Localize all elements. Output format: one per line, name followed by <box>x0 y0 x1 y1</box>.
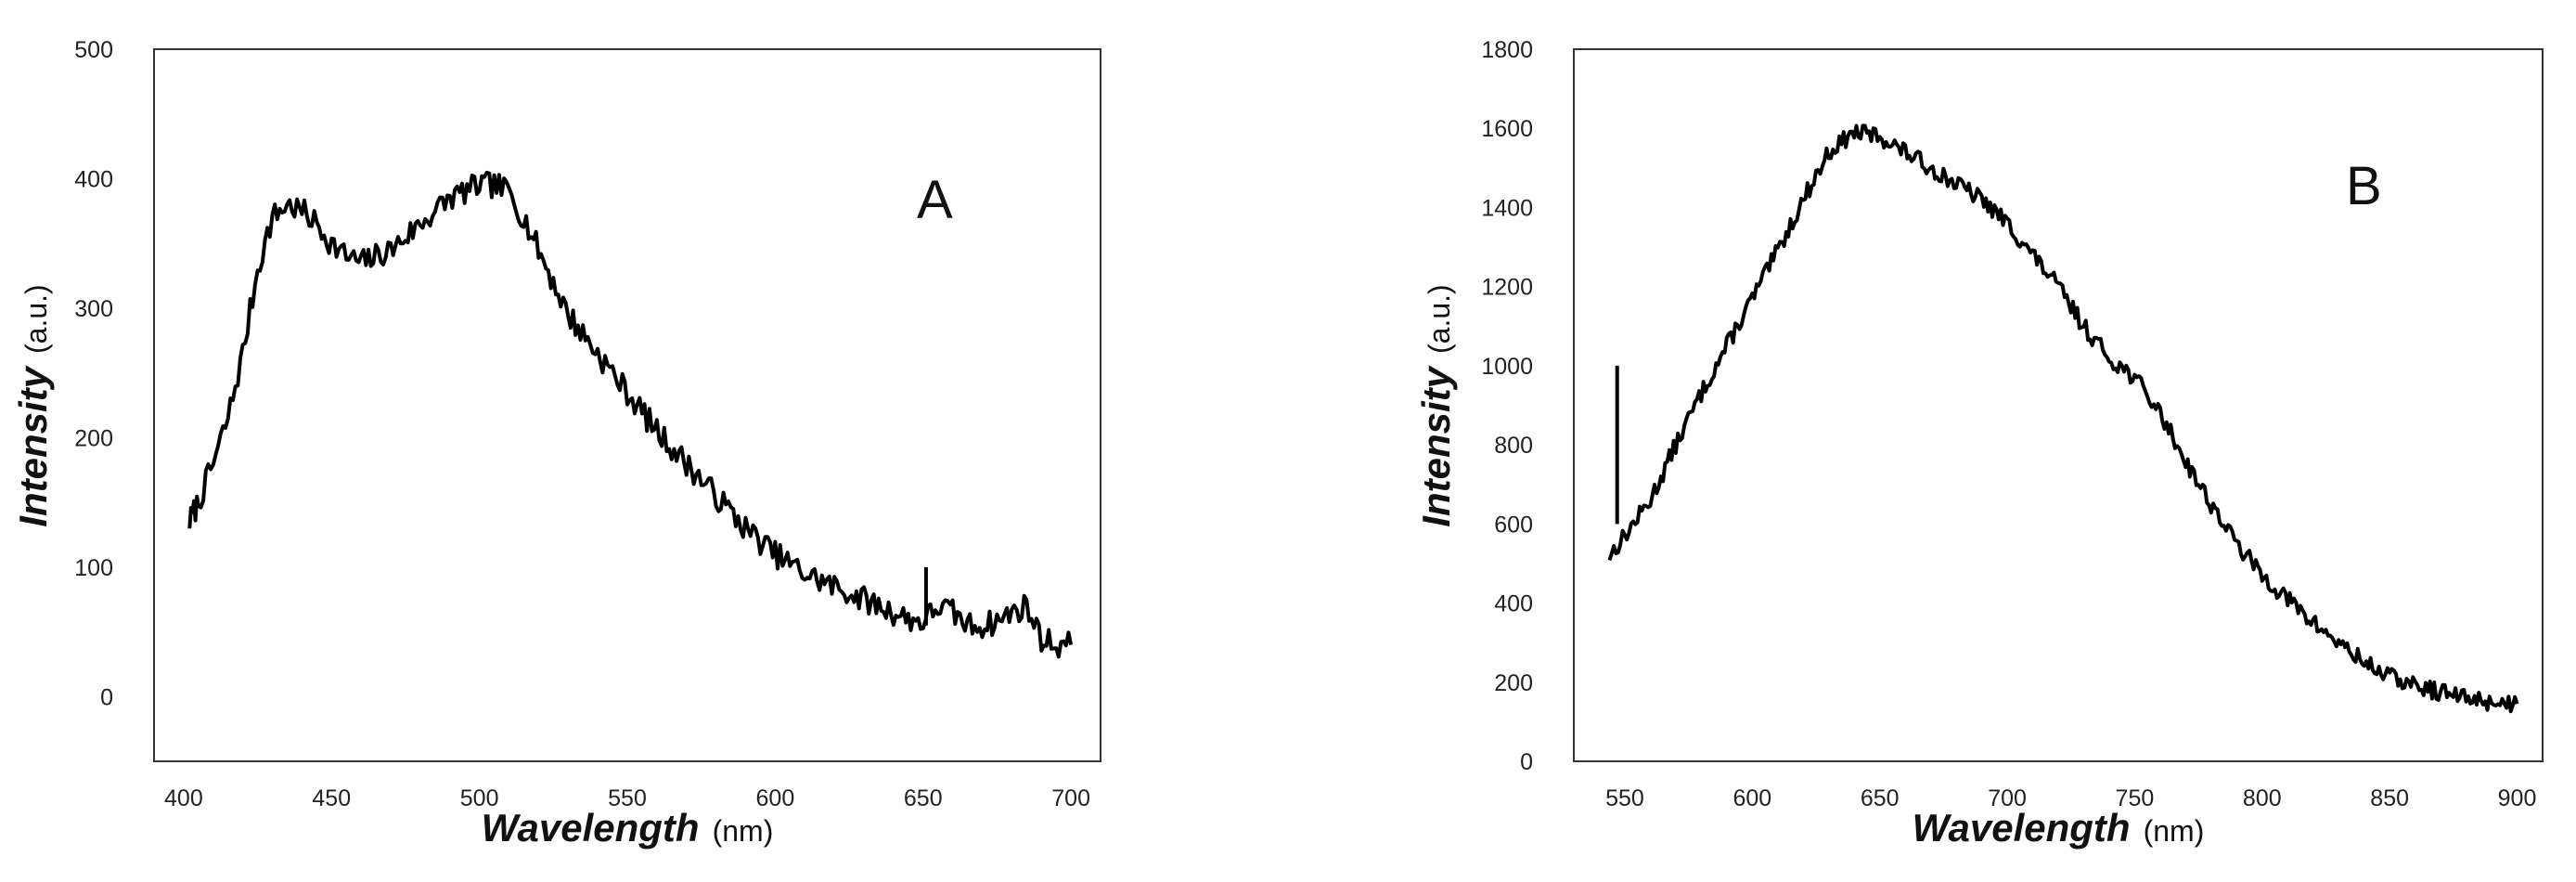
chart-b: 0 200 400 600 800 1000 1200 1400 1600 1800 550 600… <box>1414 37 2544 850</box>
chart-a-x-axis-unit: (nm) <box>713 814 774 848</box>
chart-a-x-tick-label: 400 <box>164 785 203 811</box>
chart-b-x-tick-label: 700 <box>1988 785 2027 811</box>
chart-a-y-axis-title: Intensity (a.u.) <box>11 284 55 526</box>
chart-a-y-tick-label: 200 <box>74 425 113 451</box>
chart-a-x-axis-label: Wavelength <box>482 806 700 850</box>
chart-b-y-tick-label: 400 <box>1494 591 1533 617</box>
chart-a-x-ticks: 400 450 500 550 600 650 700 <box>164 785 1090 811</box>
chart-a-y-axis-label: Intensity <box>11 364 55 526</box>
chart-b-x-tick-label: 650 <box>1861 785 1900 811</box>
chart-b-x-axis-label: Wavelength <box>1913 806 2131 850</box>
chart-a-x-tick-label: 550 <box>608 785 647 811</box>
chart-b-x-axis-unit: (nm) <box>2144 814 2205 848</box>
chart-a-series-line <box>187 170 1074 659</box>
chart-b-series-line <box>1607 123 2519 714</box>
chart-b-x-tick-label: 900 <box>2498 785 2537 811</box>
chart-b-y-tick-label: 800 <box>1494 433 1533 459</box>
chart-a-y-ticks: 0 100 200 300 400 500 <box>74 37 113 710</box>
chart-b-y-tick-label: 200 <box>1494 670 1533 696</box>
chart-a-plot-frame <box>153 48 1101 762</box>
chart-b-y-tick-label: 1400 <box>1481 195 1533 221</box>
chart-a-y-tick-label: 500 <box>74 37 113 63</box>
chart-b-y-tick-label: 1800 <box>1481 37 1533 63</box>
chart-b-y-tick-label: 600 <box>1494 512 1533 538</box>
chart-a-x-axis-title: Wavelength (nm) <box>482 806 774 850</box>
chart-a-x-tick-label: 700 <box>1051 785 1090 811</box>
chart-b-x-tick-label: 850 <box>2370 785 2409 811</box>
chart-b-plot-frame <box>1573 48 2544 762</box>
chart-a-y-tick-label: 100 <box>74 555 113 581</box>
chart-b-x-tick-label: 750 <box>2116 785 2155 811</box>
chart-b-y-tick-label: 1200 <box>1481 275 1533 301</box>
chart-b-y-tick-label: 0 <box>1520 749 1533 775</box>
chart-a-y-tick-label: 0 <box>100 684 113 710</box>
chart-a-y-tick-label: 300 <box>74 296 113 322</box>
chart-a-panel-label: A <box>917 170 953 230</box>
chart-b-y-axis-label: Intensity <box>1414 364 1458 526</box>
chart-b-y-ticks: 0 200 400 600 800 1000 1200 1400 1600 1800 <box>1481 37 1533 775</box>
chart-a-x-tick-label: 650 <box>904 785 943 811</box>
chart-b-panel-label: B <box>2346 156 2382 216</box>
chart-a-x-tick-label: 500 <box>460 785 499 811</box>
chart-a-y-tick-label: 400 <box>74 166 113 192</box>
chart-b-x-axis-title: Wavelength (nm) <box>1913 806 2205 850</box>
chart-a: 0 100 200 300 400 500 400 450 500 550 600 650 700 A… <box>11 37 1101 850</box>
chart-b-x-tick-label: 600 <box>1732 785 1771 811</box>
chart-b-y-axis-unit: (a.u.) <box>1423 284 1456 354</box>
chart-b-y-tick-label: 1600 <box>1481 116 1533 142</box>
chart-b-y-axis-title: Intensity (a.u.) <box>1414 284 1458 526</box>
chart-a-y-axis-unit: (a.u.) <box>19 284 53 354</box>
chart-b-x-tick-label: 550 <box>1605 785 1644 811</box>
chart-b-x-tick-label: 800 <box>2243 785 2282 811</box>
chart-b-x-ticks: 550 600 650 700 750 800 850 900 <box>1605 785 2536 811</box>
chart-a-x-tick-label: 450 <box>312 785 351 811</box>
chart-b-y-tick-label: 1000 <box>1481 354 1533 380</box>
chart-a-x-tick-label: 600 <box>756 785 795 811</box>
